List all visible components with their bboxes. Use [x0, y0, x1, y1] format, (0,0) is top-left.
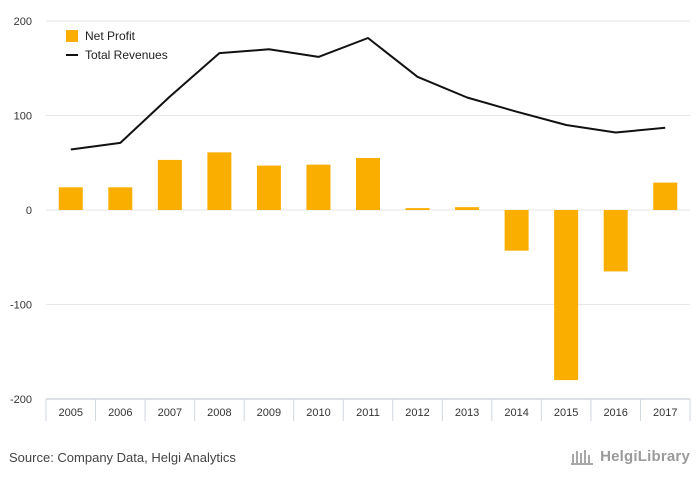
x-axis: 2005 2006 2007 2008 2009 2010 2011 2012 2013 2014…	[45, 398, 691, 421]
total-revenues-line-group	[70, 37, 666, 151]
net-profit-bar	[256, 165, 281, 210]
y-tick-label: -100	[10, 300, 32, 312]
y-tick-label: -200	[10, 394, 32, 406]
net-profit-bar	[554, 210, 579, 381]
y-tick-label: 200	[14, 16, 32, 28]
gridlines	[46, 20, 690, 305]
legend-label-net-profit: Net Profit	[85, 29, 136, 43]
net-profit-bars	[58, 152, 678, 381]
net-profit-bar	[504, 210, 529, 251]
x-tick-label: 2012	[405, 407, 429, 419]
x-tick-label: 2011	[356, 407, 380, 419]
x-tick-label: 2010	[306, 407, 330, 419]
net-profit-bar	[405, 208, 430, 210]
brand-name: HelgiLibrary	[600, 447, 690, 465]
x-tick-label: 2013	[455, 407, 479, 419]
net-profit-bar	[157, 159, 182, 210]
net-profit-bar	[455, 207, 480, 210]
source-note: Source: Company Data, Helgi Analytics	[9, 450, 236, 465]
y-tick-label: 0	[26, 205, 32, 217]
x-tick-label: 2008	[207, 407, 231, 419]
x-tick-label: 2016	[603, 407, 627, 419]
x-tick-label: 2006	[108, 407, 132, 419]
legend-swatch-net-profit	[66, 30, 78, 42]
total-revenues-line	[70, 37, 666, 151]
net-profit-bar	[207, 152, 232, 210]
x-tick-label: 2015	[554, 407, 578, 419]
library-icon	[571, 450, 594, 465]
x-tick-label: 2014	[504, 407, 528, 419]
legend: Net Profit Total Revenues	[66, 29, 168, 62]
net-profit-bar	[306, 164, 331, 210]
net-profit-bar	[603, 210, 628, 272]
x-tick-label: 2009	[257, 407, 281, 419]
net-profit-bar	[356, 158, 380, 210]
net-profit-bar	[108, 187, 133, 210]
y-axis-ticks: -200 -100 0 100 200	[10, 16, 32, 406]
net-profit-bar	[653, 182, 678, 210]
net-profit-bar	[58, 187, 83, 210]
x-tick-label: 2007	[158, 407, 182, 419]
brand-logo: HelgiLibrary	[571, 447, 690, 465]
x-tick-label: 2005	[59, 407, 83, 419]
legend-label-total-revenues: Total Revenues	[85, 48, 168, 62]
y-tick-label: 100	[14, 111, 32, 123]
x-tick-label: 2017	[653, 407, 677, 419]
